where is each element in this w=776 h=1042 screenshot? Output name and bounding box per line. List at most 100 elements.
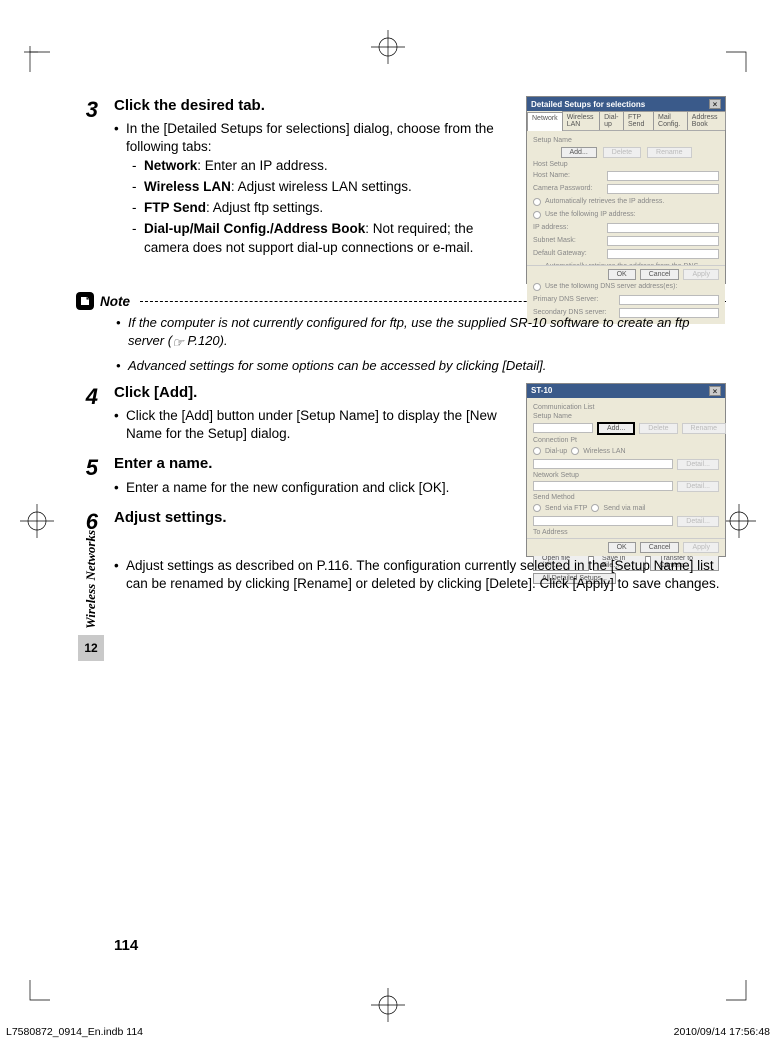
tab-label: Dial-up/Mail Config./Address Book <box>144 221 365 236</box>
step-bullet: Enter a name for the new configuration a… <box>114 479 512 497</box>
detail-button: Detail... <box>677 516 719 527</box>
tab-desc: : Adjust ftp settings. <box>206 200 323 215</box>
host-name-field <box>607 171 719 181</box>
screenshot-dialog-1: Detailed Setups for selections× Network … <box>526 96 726 284</box>
apply-button: Apply <box>683 542 719 553</box>
tab-mail: Mail Config. <box>653 111 688 130</box>
camera-pw-label: Camera Password: <box>533 185 603 192</box>
setup-name-label: Setup Name <box>533 137 719 144</box>
tab-network: Network <box>527 112 563 131</box>
add-button-highlighted: Add... <box>597 422 635 435</box>
add-button: Add... <box>561 147 597 158</box>
step-4: 4 Click [Add]. Click the [Add] button un… <box>76 383 512 447</box>
note-icon <box>76 292 94 310</box>
step-title: Click the desired tab. <box>114 96 512 116</box>
section-label: Wireless Networks <box>83 530 99 629</box>
chapter-number: 12 <box>78 635 104 661</box>
step-bullet: In the [Detailed Setups for selections] … <box>126 121 494 154</box>
gateway-label: Default Gateway: <box>533 250 603 257</box>
regmark-top <box>371 30 405 64</box>
ok-button: OK <box>608 269 636 280</box>
tab-addr: Address Book <box>687 111 726 130</box>
radio-icon <box>533 198 541 206</box>
step-bullet: Adjust settings as described on P.116. T… <box>114 557 726 593</box>
detail-button: Detail... <box>677 481 719 492</box>
host-setup-label: Host Setup <box>533 161 719 168</box>
note-item: Advanced settings for some options can b… <box>116 357 726 375</box>
note-item: If the computer is not currently configu… <box>116 314 726 351</box>
subnet-field <box>607 236 719 246</box>
radio-icon <box>571 447 579 455</box>
camera-pw-field <box>607 184 719 194</box>
page-number: 114 <box>114 937 138 954</box>
footer-date: 2010/09/14 17:56:48 <box>674 1026 770 1038</box>
footer-meta: L7580872_0914_En.indb 114 2010/09/14 17:… <box>6 1026 770 1038</box>
ok-button: OK <box>608 542 636 553</box>
note-label: Note <box>100 294 130 309</box>
mail-radio: Send via mail <box>603 505 645 512</box>
regmark-left <box>20 504 54 538</box>
tab-label: Wireless LAN <box>144 179 231 194</box>
tab-label: Network <box>144 158 197 173</box>
ip-field <box>607 223 719 233</box>
step-number: 5 <box>76 454 98 499</box>
net-field <box>533 481 673 491</box>
gateway-field <box>607 249 719 259</box>
rename-button: Rename <box>682 423 726 434</box>
tab-dialup: Dial-up <box>599 111 624 130</box>
step-5: 5 Enter a name. Enter a name for the new… <box>76 454 512 499</box>
rename-button: Rename <box>647 147 691 158</box>
cropmark-br <box>726 980 752 1006</box>
dialog-title: ST-10 <box>531 386 552 395</box>
radio-static-dns: Use the following DNS server address(es)… <box>545 283 677 290</box>
tab-desc: : Enter an IP address. <box>197 158 327 173</box>
step-title: Adjust settings. <box>114 508 512 528</box>
tab-ftp: FTP Send <box>623 111 654 130</box>
comm-list-label: Communication List <box>533 404 719 411</box>
close-icon: × <box>709 99 721 109</box>
dialup-radio: Dial-up <box>545 448 567 455</box>
step-bullet: Click the [Add] button under [Setup Name… <box>114 407 512 443</box>
conn-pt-label: Connection Pt <box>533 437 719 444</box>
radio-icon <box>533 447 541 455</box>
radio-icon <box>533 504 541 512</box>
dns1-field <box>619 295 719 305</box>
screenshot-dialog-2: ST-10 × Communication List Setup Name Add… <box>526 383 726 557</box>
cropmark-bl <box>24 980 50 1006</box>
dialog-title: Detailed Setups for selections <box>531 100 645 109</box>
step-title: Click [Add]. <box>114 383 512 403</box>
close-icon: × <box>709 386 721 396</box>
ip-label: IP address: <box>533 224 603 231</box>
host-name-label: Host Name: <box>533 172 603 179</box>
setup-name-field <box>533 423 593 433</box>
to-addr-label: To Address <box>533 529 719 536</box>
radio-icon <box>533 211 541 219</box>
cropmark-tr <box>726 46 752 72</box>
step-3: 3 Click the desired tab. In the [Detaile… <box>76 96 512 260</box>
wlan-radio: Wireless LAN <box>583 448 625 455</box>
radio-icon <box>533 283 541 291</box>
send-field <box>533 516 673 526</box>
setup-name-label: Setup Name <box>533 413 719 420</box>
cancel-button: Cancel <box>640 542 680 553</box>
step-number: 4 <box>76 383 98 447</box>
tab-label: FTP Send <box>144 200 206 215</box>
step-6: 6 Adjust settings. <box>76 508 512 533</box>
net-setup-label: Network Setup <box>533 472 719 479</box>
detail-button: Detail... <box>677 459 719 470</box>
subnet-label: Subnet Mask: <box>533 237 603 244</box>
apply-button: Apply <box>683 269 719 280</box>
cropmark-tl <box>24 46 50 72</box>
cancel-button: Cancel <box>640 269 680 280</box>
step-number: 3 <box>76 96 98 260</box>
tab-wlan: Wireless LAN <box>562 111 600 130</box>
tab-desc: : Adjust wireless LAN settings. <box>231 179 412 194</box>
ftp-radio: Send via FTP <box>545 505 587 512</box>
send-method-label: Send Method <box>533 494 719 501</box>
delete-button: Delete <box>639 423 677 434</box>
dns1-label: Primary DNS Server: <box>533 296 615 303</box>
delete-button: Delete <box>603 147 641 158</box>
regmark-right <box>722 504 756 538</box>
radio-static-ip: Use the following IP address: <box>545 211 636 218</box>
pointer-icon: ☞ <box>172 334 184 352</box>
